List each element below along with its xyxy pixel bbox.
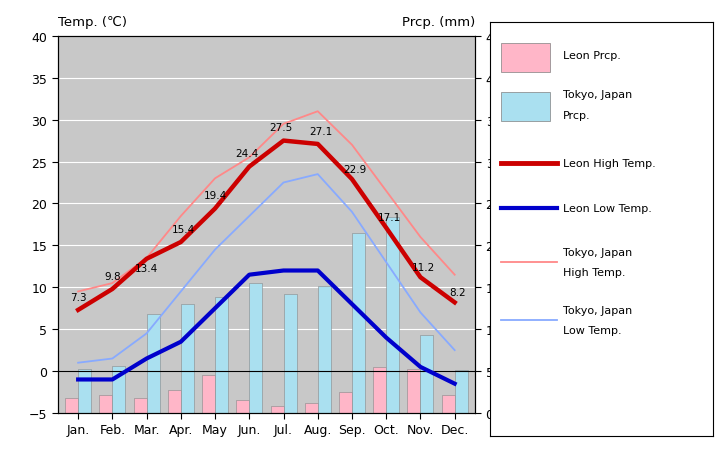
Bar <box>318 286 330 413</box>
Text: 27.1: 27.1 <box>309 126 332 136</box>
Text: Prcp. (mm): Prcp. (mm) <box>402 16 475 29</box>
FancyBboxPatch shape <box>501 44 550 73</box>
Text: Temp. (℃): Temp. (℃) <box>58 16 127 29</box>
Text: 15.4: 15.4 <box>172 224 195 234</box>
Text: Low Temp.: Low Temp. <box>563 326 622 336</box>
Bar <box>215 298 228 413</box>
Bar <box>202 375 215 413</box>
Text: 27.5: 27.5 <box>269 123 292 133</box>
Bar <box>134 398 147 413</box>
Text: 17.1: 17.1 <box>377 213 400 223</box>
Bar <box>441 395 454 413</box>
Text: 19.4: 19.4 <box>204 191 227 201</box>
Bar <box>181 304 194 413</box>
Bar <box>249 284 262 413</box>
Text: 22.9: 22.9 <box>343 164 366 174</box>
Text: 8.2: 8.2 <box>449 287 466 297</box>
Bar <box>112 366 125 413</box>
Bar <box>373 367 386 413</box>
Bar <box>99 395 112 413</box>
Text: Tokyo, Japan: Tokyo, Japan <box>563 305 632 315</box>
Bar <box>408 369 420 413</box>
Bar <box>78 369 91 413</box>
Text: 9.8: 9.8 <box>104 271 121 281</box>
Text: 24.4: 24.4 <box>235 149 258 159</box>
Text: Prcp.: Prcp. <box>563 111 591 121</box>
Text: Leon Prcp.: Leon Prcp. <box>563 51 621 61</box>
Bar <box>236 401 249 413</box>
Bar <box>168 390 181 413</box>
Text: Tokyo, Japan: Tokyo, Japan <box>563 247 632 257</box>
Text: High Temp.: High Temp. <box>563 268 626 278</box>
Bar <box>147 314 160 413</box>
Bar <box>271 406 284 413</box>
Bar <box>386 218 399 413</box>
Text: 11.2: 11.2 <box>412 262 435 272</box>
Bar <box>65 398 78 413</box>
Bar <box>352 233 365 413</box>
Text: Tokyo, Japan: Tokyo, Japan <box>563 90 632 100</box>
Text: 13.4: 13.4 <box>135 263 158 273</box>
Bar <box>454 370 468 413</box>
Text: Leon Low Temp.: Leon Low Temp. <box>563 204 652 214</box>
Text: Leon High Temp.: Leon High Temp. <box>563 158 656 168</box>
Text: 7.3: 7.3 <box>70 292 86 302</box>
Bar <box>305 403 318 413</box>
Bar <box>420 336 433 413</box>
FancyBboxPatch shape <box>501 93 550 122</box>
Bar <box>339 392 352 413</box>
Bar <box>284 294 297 413</box>
